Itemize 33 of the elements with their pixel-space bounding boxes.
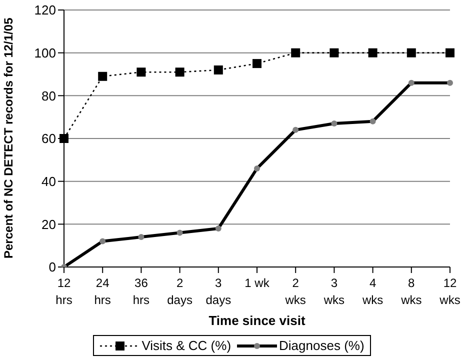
x-tick-label: 2 days <box>167 276 192 307</box>
point <box>291 48 300 58</box>
x-tick-label: 1 wk <box>244 276 270 290</box>
point <box>98 72 108 81</box>
point <box>446 48 454 58</box>
point <box>175 68 184 77</box>
point <box>214 65 223 74</box>
x-tick-label: 4 wks <box>361 276 384 307</box>
x-tick-label: 3 wks <box>322 276 345 307</box>
y-tick-label: 20 <box>42 216 56 232</box>
x-tick-label: 12 hrs <box>56 276 72 307</box>
x-tick-label: 8 wks <box>400 276 422 307</box>
point <box>368 48 378 58</box>
y-axis-title: Percent of NC DETECT records for 12/1/05 <box>1 17 16 258</box>
y-tick-label: 40 <box>42 174 56 189</box>
point <box>252 59 262 68</box>
y-tick-label: 100 <box>34 45 56 60</box>
point <box>136 68 146 77</box>
x-tick-label: 12 wks <box>438 276 460 307</box>
x-tick-label: 36 hrs <box>132 276 150 307</box>
x-tick-label: 24 hrs <box>94 276 111 307</box>
x-tick-label: 3 days <box>206 276 232 307</box>
x-axis-title: Time since visit <box>208 313 306 328</box>
y-tick-label: 80 <box>42 88 56 104</box>
point <box>330 48 339 58</box>
y-tick-label: 60 <box>42 131 56 146</box>
legend-label: Visits & CC (%) <box>142 338 232 353</box>
legend-label: Diagnoses (%) <box>279 338 364 353</box>
y-tick-label: 120 <box>34 2 56 18</box>
point <box>406 48 416 58</box>
y-tick-label: 0 <box>48 260 56 275</box>
x-tick-label: 2 wks <box>284 276 306 307</box>
point <box>60 134 68 143</box>
